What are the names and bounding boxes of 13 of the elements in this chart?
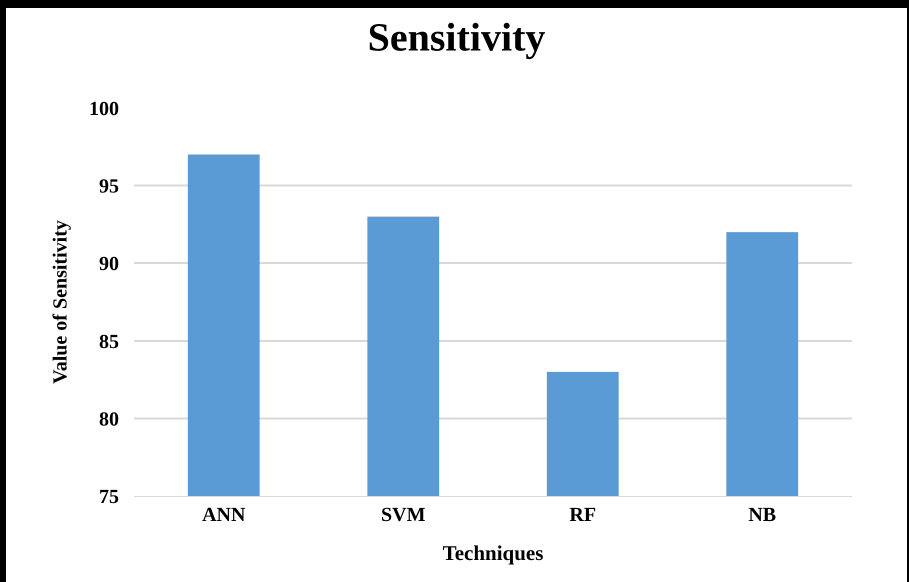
y-tick-label: 100 bbox=[89, 98, 119, 120]
x-tick-label: ANN bbox=[202, 504, 246, 526]
y-tick-label: 80 bbox=[99, 408, 119, 430]
x-axis-title: Techniques bbox=[442, 541, 544, 566]
chart-title: Sensitivity bbox=[368, 14, 546, 60]
x-tick-label: SVM bbox=[381, 504, 426, 526]
y-tick-label: 85 bbox=[99, 330, 119, 353]
y-tick-label: 95 bbox=[99, 176, 119, 198]
x-tick-label: NB bbox=[748, 504, 776, 526]
y-tick-label: 75 bbox=[99, 486, 119, 508]
x-tick-label: RF bbox=[569, 504, 596, 526]
y-tick-label: 90 bbox=[99, 253, 119, 276]
y-axis-title: Value of Sensitivity bbox=[50, 220, 72, 384]
